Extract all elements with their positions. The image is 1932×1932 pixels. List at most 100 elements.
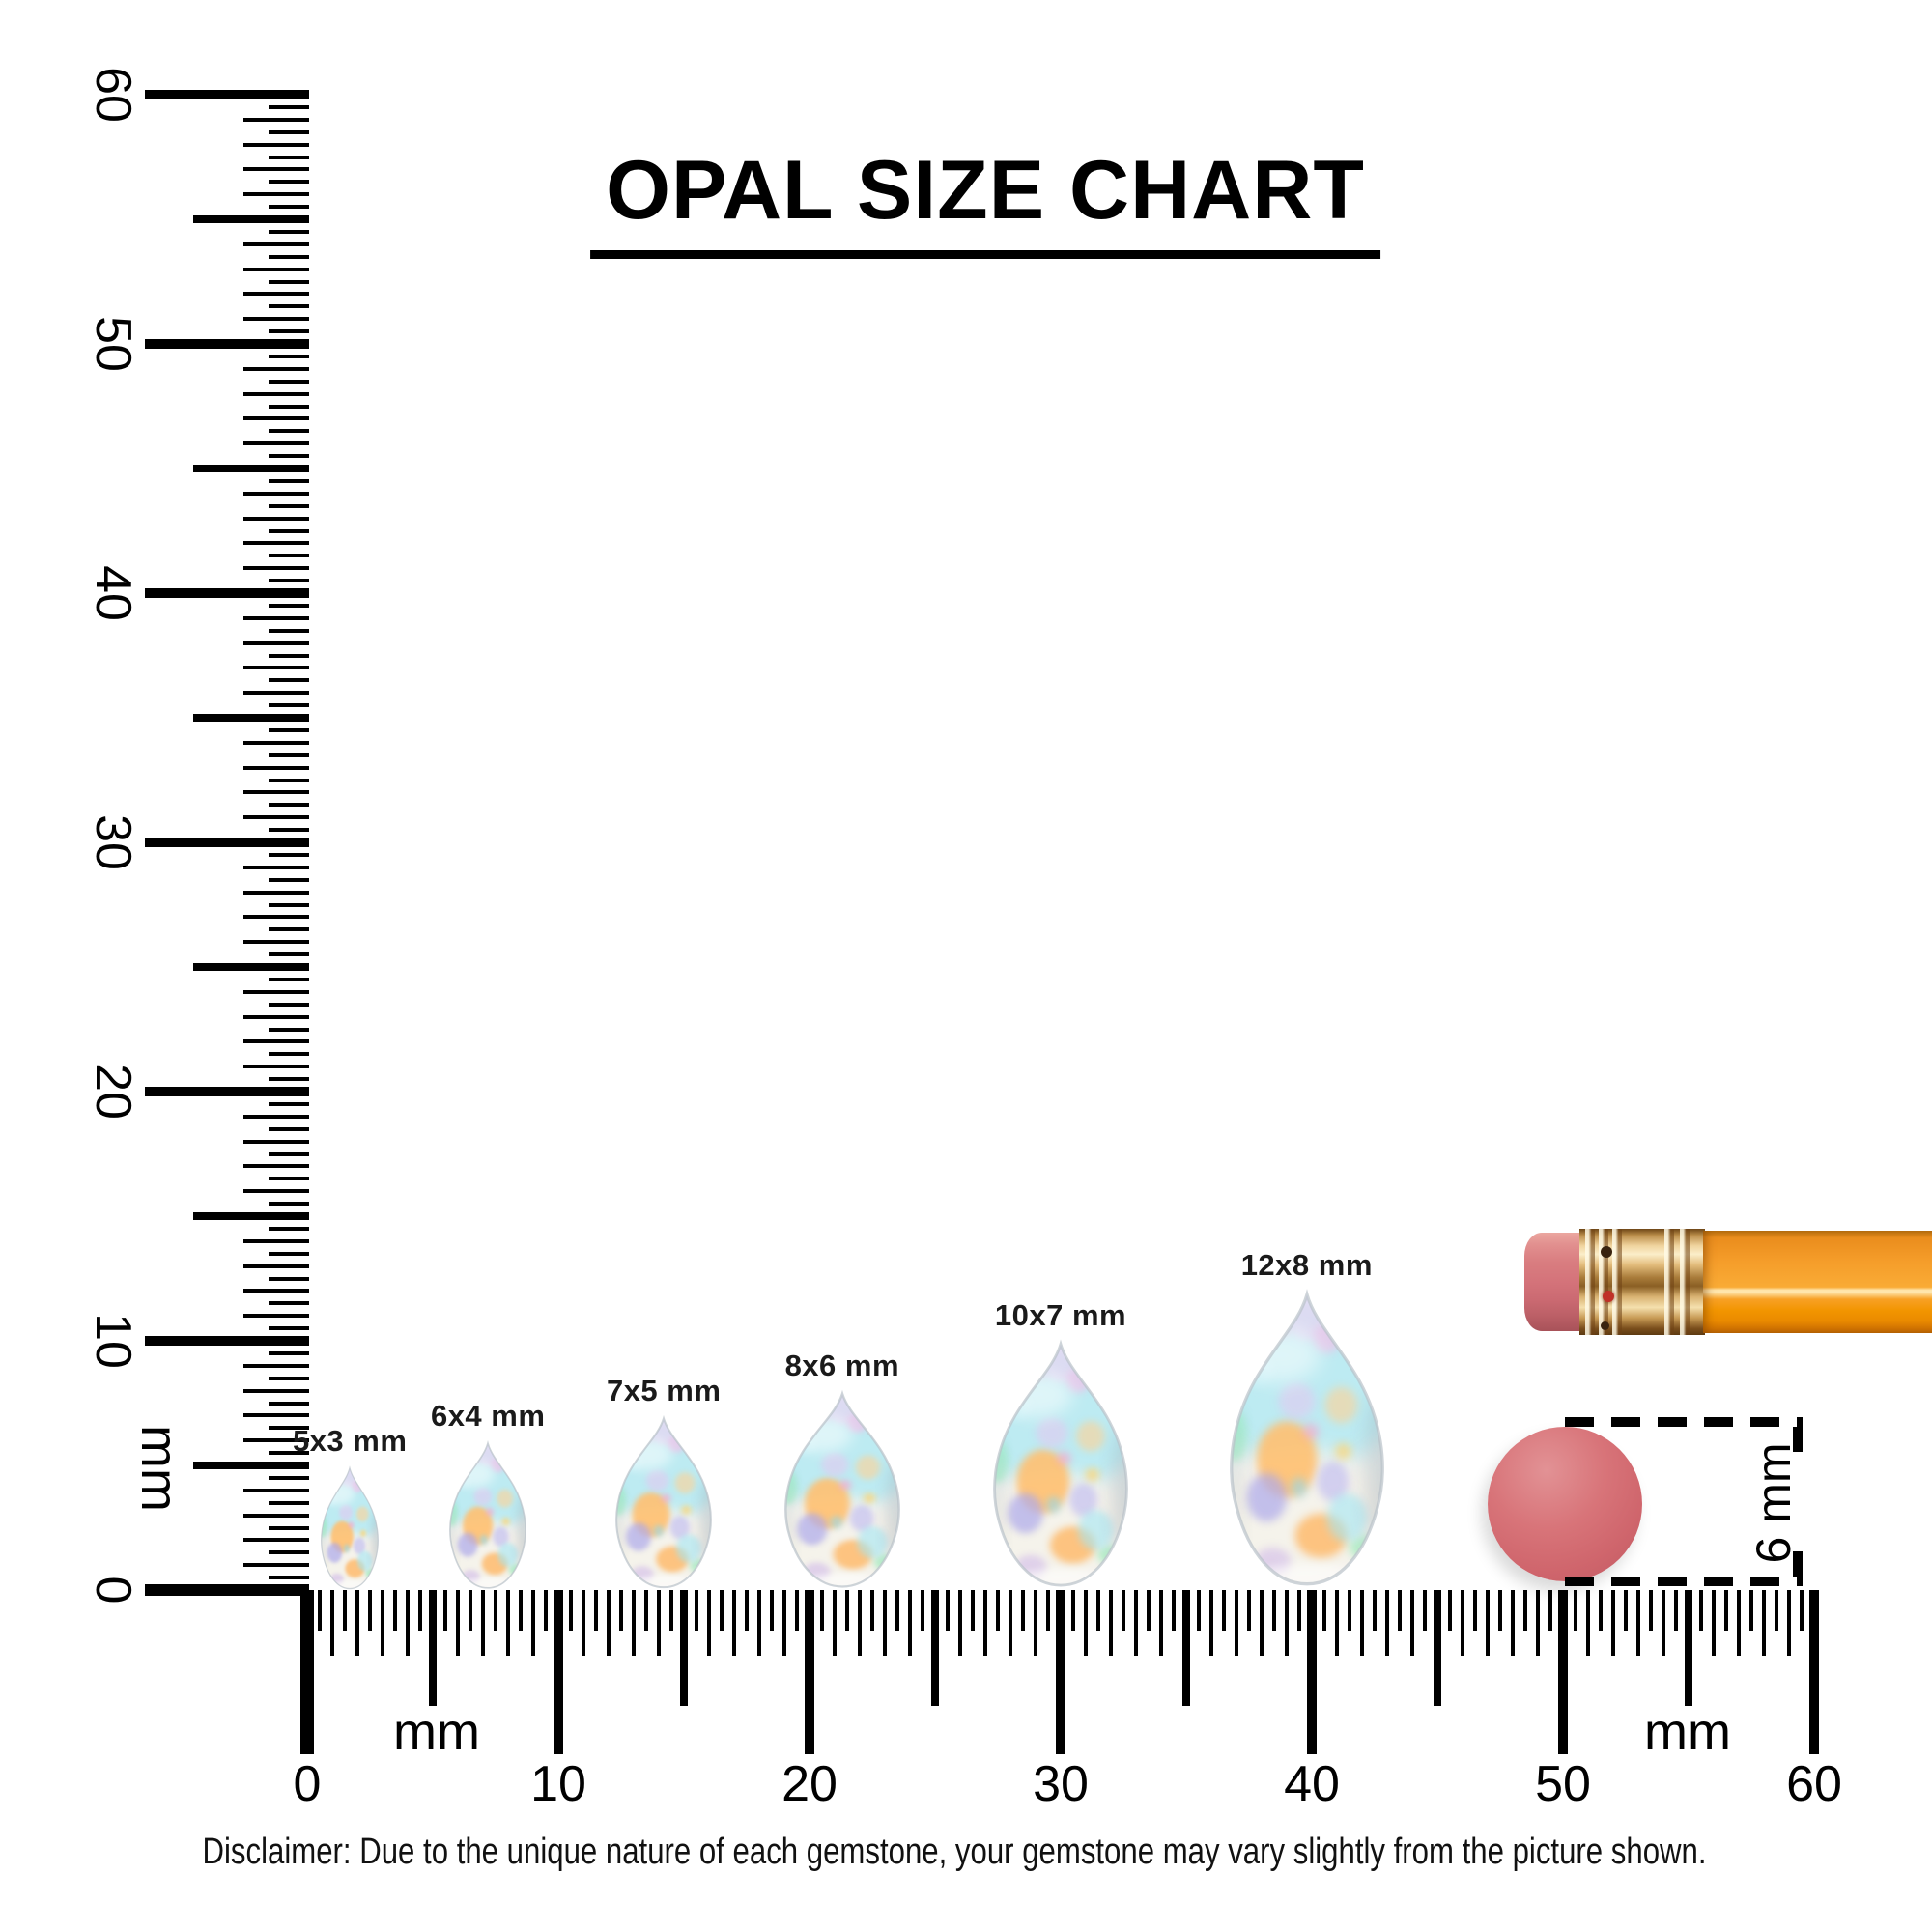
pencil-body <box>1703 1231 1932 1333</box>
ruler-tick <box>1147 1590 1151 1631</box>
ruler-tick <box>1448 1590 1452 1631</box>
horizontal-ruler-label: 50 <box>1535 1756 1591 1812</box>
ruler-tick <box>243 790 309 795</box>
ruler-tick <box>269 1151 309 1156</box>
ruler-tick <box>1322 1590 1326 1631</box>
vertical-ruler-label: 60 <box>85 67 141 123</box>
ruler-tick <box>1586 1590 1590 1656</box>
ruler-tick <box>680 1590 688 1706</box>
ruler-tick <box>243 865 309 869</box>
ruler-tick <box>931 1590 939 1706</box>
ruler-tick <box>243 640 309 645</box>
opal-size-label: 5x3 mm <box>292 1424 408 1458</box>
ruler-tick <box>1737 1590 1741 1656</box>
ruler-tick <box>269 753 309 757</box>
ruler-tick <box>1787 1590 1791 1656</box>
ruler-tick <box>1172 1590 1176 1631</box>
dimension-line-end-top <box>1793 1427 1803 1452</box>
ruler-tick <box>269 579 309 583</box>
horizontal-ruler-unit-label-right: mm <box>1644 1703 1731 1761</box>
ruler-tick <box>1775 1590 1778 1631</box>
ruler-tick <box>193 465 309 472</box>
ruler-tick <box>1685 1590 1692 1706</box>
ruler-tick <box>1071 1590 1075 1631</box>
ruler-tick <box>243 292 309 297</box>
ruler-tick <box>269 1451 309 1456</box>
ruler-tick <box>554 1590 563 1754</box>
ruler-tick <box>243 1488 309 1492</box>
ruler-tick <box>269 354 309 358</box>
ruler-tick <box>269 254 309 259</box>
ruler-tick <box>269 778 309 782</box>
ruler-tick <box>243 1438 309 1443</box>
ruler-tick <box>895 1590 899 1631</box>
ruler-tick <box>782 1590 786 1656</box>
ruler-tick <box>269 1550 309 1555</box>
ruler-tick <box>1096 1590 1100 1631</box>
ruler-tick <box>269 1126 309 1131</box>
ruler-tick <box>720 1590 724 1631</box>
ruler-tick <box>243 1289 309 1293</box>
ruler-tick <box>1034 1590 1037 1656</box>
ruler-tick <box>1272 1590 1276 1631</box>
ruler-tick <box>243 1114 309 1119</box>
ruler-tick <box>1423 1590 1427 1631</box>
ruler-tick <box>1536 1590 1540 1656</box>
disclaimer-text: Disclaimer: Due to the unique nature of … <box>202 1832 1707 1872</box>
ruler-tick <box>243 441 309 446</box>
ruler-tick <box>269 1052 309 1057</box>
ruler-tick <box>1749 1590 1753 1631</box>
ruler-tick <box>243 1039 309 1044</box>
ruler-tick <box>669 1590 673 1631</box>
horizontal-ruler-label: 60 <box>1786 1756 1842 1812</box>
ruler-tick <box>1385 1590 1389 1656</box>
ruler-tick <box>569 1590 573 1631</box>
ruler-tick <box>531 1590 535 1656</box>
ruler-tick <box>1523 1590 1527 1631</box>
ruler-tick <box>145 1336 309 1346</box>
ruler-tick <box>1398 1590 1402 1631</box>
ruler-tick <box>243 1314 309 1319</box>
ruler-tick <box>1046 1590 1050 1631</box>
ruler-tick <box>393 1590 397 1631</box>
dimension-line-bottom <box>1565 1577 1803 1586</box>
ruler-tick <box>243 167 309 172</box>
ruler-tick <box>695 1590 698 1631</box>
horizontal-ruler-label: 10 <box>530 1756 586 1812</box>
ruler-tick <box>805 1590 814 1754</box>
ruler-tick <box>1222 1590 1226 1631</box>
ruler-tick <box>243 1363 309 1368</box>
ruler-tick <box>381 1590 384 1656</box>
ruler-tick <box>1511 1590 1515 1656</box>
ruler-tick <box>243 915 309 920</box>
ruler-tick <box>1260 1590 1264 1656</box>
ruler-tick <box>269 279 309 284</box>
ruler-tick <box>833 1590 837 1656</box>
ruler-tick <box>1209 1590 1213 1656</box>
ruler-tick <box>1084 1590 1088 1656</box>
ruler-tick <box>607 1590 611 1656</box>
ruler-tick <box>243 890 309 895</box>
opal-image <box>438 1441 538 1592</box>
pencil-eraser <box>1524 1233 1582 1331</box>
ruler-tick <box>1662 1590 1665 1656</box>
vertical-ruler-label: 30 <box>85 814 141 870</box>
ruler-tick <box>820 1590 824 1631</box>
ruler-tick <box>1712 1590 1716 1656</box>
ruler-tick <box>269 304 309 309</box>
ruler-tick <box>732 1590 736 1656</box>
ruler-tick <box>243 940 309 945</box>
ruler-tick <box>145 339 309 349</box>
ruler-tick <box>243 1513 309 1518</box>
ruler-tick <box>795 1590 799 1631</box>
ruler-tick <box>368 1590 372 1631</box>
pencil <box>1524 1229 1932 1337</box>
ruler-tick <box>1122 1590 1125 1631</box>
ruler-tick <box>269 828 309 833</box>
ruler-tick <box>1360 1590 1364 1656</box>
opal-size-label: 6x4 mm <box>430 1399 546 1433</box>
eraser-top-view-circle <box>1488 1427 1642 1581</box>
ruler-tick <box>243 1238 309 1243</box>
ruler-tick <box>243 1538 309 1543</box>
ruler-tick <box>269 104 309 109</box>
